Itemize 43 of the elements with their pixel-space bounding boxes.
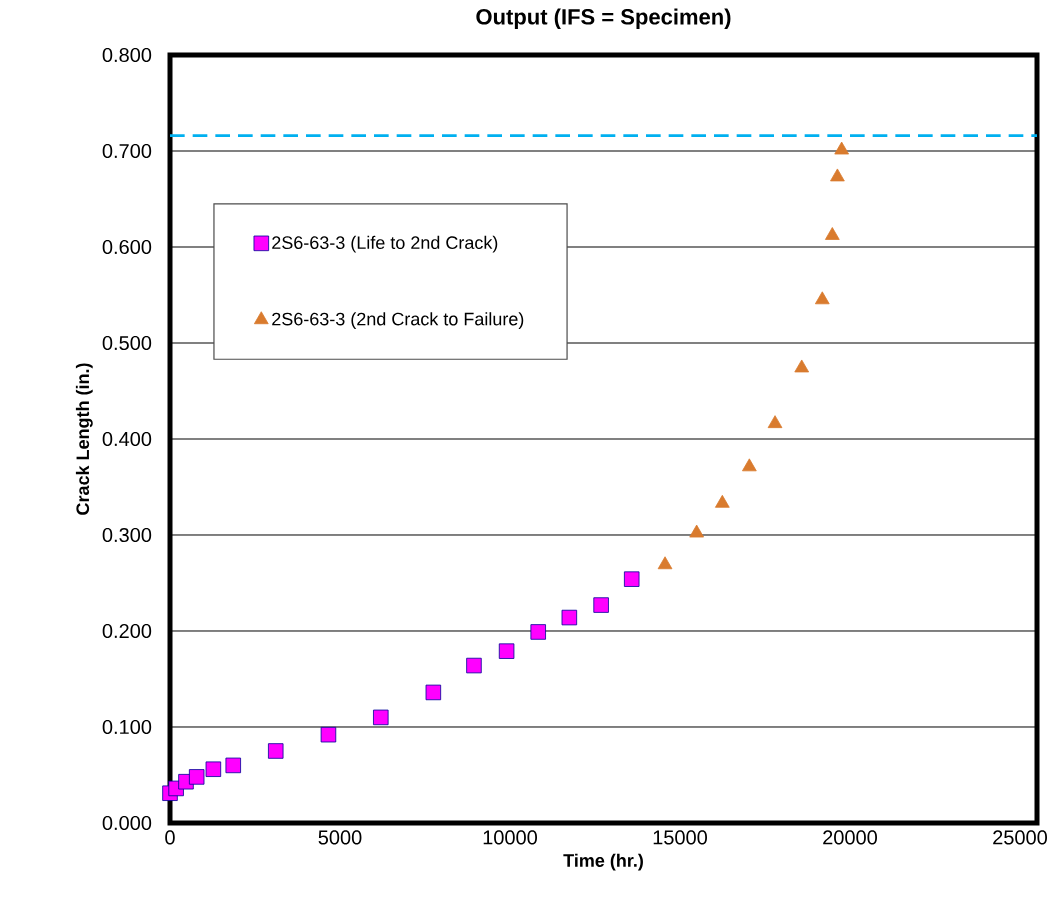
point xyxy=(188,769,205,785)
point xyxy=(623,571,640,587)
point xyxy=(425,684,442,701)
point xyxy=(657,556,673,570)
point xyxy=(320,726,337,743)
legend-label: 2S6-63-3 (Life to 2nd Crack) xyxy=(272,235,498,253)
y-tick-label: 0.600 xyxy=(102,239,152,255)
point xyxy=(593,597,609,613)
y-tick-label: 0.400 xyxy=(102,431,152,447)
point xyxy=(830,168,845,182)
point xyxy=(824,227,840,240)
legend-label: 2S6-63-3 (2nd Crack to Failure) xyxy=(272,312,524,329)
y-tick-label: 0.200 xyxy=(102,623,152,639)
x-tick-label: 10000 xyxy=(483,830,537,845)
y-tick-label: 0.100 xyxy=(102,719,152,735)
point xyxy=(814,291,830,305)
point xyxy=(742,458,757,472)
point xyxy=(205,761,222,777)
y-tick-label: 0.500 xyxy=(102,335,152,351)
x-tick-label: 0 xyxy=(165,830,175,845)
point xyxy=(561,609,578,626)
x-tick-label: 15000 xyxy=(653,830,707,845)
point xyxy=(498,643,515,659)
y-tick-label: 0.000 xyxy=(102,815,152,831)
x-tick-label: 20000 xyxy=(823,830,877,845)
point xyxy=(767,415,783,429)
point xyxy=(834,141,849,155)
y-tick-label: 0.300 xyxy=(102,527,152,543)
y-axis-title: Crack Length (in.) xyxy=(75,363,93,515)
y-tick-label: 0.800 xyxy=(102,47,152,63)
y-tick-label: 0.700 xyxy=(102,143,152,159)
x-tick-label: 5000 xyxy=(318,830,362,845)
point xyxy=(225,757,241,774)
point xyxy=(715,494,730,508)
x-axis-title: Time (hr.) xyxy=(563,853,643,871)
point xyxy=(689,524,704,538)
point xyxy=(794,359,810,373)
x-tick-label: 25000 xyxy=(993,830,1047,845)
point xyxy=(530,624,546,640)
point xyxy=(373,709,389,726)
point xyxy=(466,657,482,674)
point xyxy=(268,743,284,759)
chart-title: Output (IFS = Specimen) xyxy=(476,8,731,29)
